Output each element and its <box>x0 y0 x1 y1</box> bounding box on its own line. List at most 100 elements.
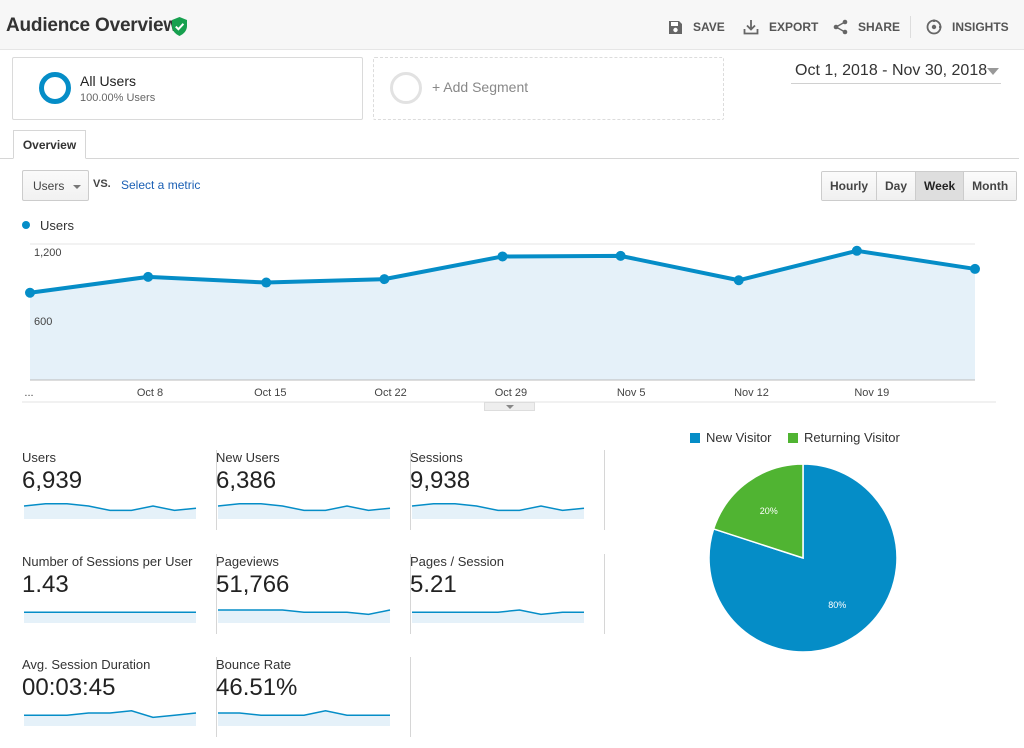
sparkline-line <box>23 503 197 512</box>
visitor-type-pie-chart: 80% 20% <box>708 463 898 653</box>
save-label: SAVE <box>693 20 725 34</box>
users-legend-dot <box>22 221 30 229</box>
sparkline-area <box>412 609 584 623</box>
share-label: SHARE <box>858 20 901 34</box>
scorecard[interactable]: Users 6,939 <box>22 450 217 530</box>
add-segment-label: + Add Segment <box>432 79 529 95</box>
granularity-day[interactable]: Day <box>877 172 917 200</box>
sparkline-area <box>24 710 196 726</box>
scorecard[interactable]: Bounce Rate 46.51% <box>216 657 411 737</box>
sparkline-line <box>411 503 585 512</box>
users-legend-label: Users <box>40 218 74 233</box>
scorecard-label: Pages / Session <box>410 553 504 569</box>
sparkline-area <box>412 503 584 519</box>
save-button[interactable]: SAVE <box>668 17 725 37</box>
sparkline-line <box>217 503 391 512</box>
users-area-fill <box>30 250 975 380</box>
date-range-picker[interactable]: Oct 1, 2018 - Nov 30, 2018 <box>791 60 1001 84</box>
add-segment-button[interactable]: + Add Segment <box>373 57 724 120</box>
scorecard[interactable]: Sessions 9,938 <box>410 450 605 530</box>
scorecard-value: 46.51% <box>216 674 298 701</box>
verified-shield-icon <box>172 17 187 36</box>
sparkline-line <box>218 710 390 716</box>
scorecard-label: Users <box>22 450 56 465</box>
x-tick-label: ... <box>24 387 33 399</box>
scorecard[interactable]: Number of Sessions per User 1.43 <box>22 553 217 634</box>
users-point-4[interactable] <box>497 251 508 262</box>
scorecard-label: Number of Sessions per User <box>22 553 193 569</box>
metric-dropdown[interactable]: Users <box>22 170 89 201</box>
export-button[interactable]: EXPORT <box>743 17 818 37</box>
empty-segment-ring-icon <box>390 72 422 104</box>
sparkline-area <box>218 503 390 519</box>
page-title: Audience Overview <box>6 15 178 36</box>
users-point-6[interactable] <box>733 275 744 286</box>
pie-slice-label: 80% <box>828 600 846 610</box>
scorecard-sparkline <box>217 503 391 519</box>
sparkline-area <box>24 503 196 519</box>
users-point-2[interactable] <box>261 277 272 288</box>
scorecard-label: Bounce Rate <box>216 657 292 672</box>
x-tick-label: Oct 8 <box>137 387 163 399</box>
sparkline-area <box>218 710 390 726</box>
scorecard-label: Sessions <box>410 450 463 465</box>
date-range-text: Oct 1, 2018 - Nov 30, 2018 <box>795 62 988 79</box>
users-point-7[interactable] <box>851 245 862 256</box>
users-point-5[interactable] <box>615 250 626 261</box>
scorecard-value: 6,386 <box>216 467 277 494</box>
granularity-month[interactable]: Month <box>964 172 1017 200</box>
scorecard[interactable]: Pageviews 51,766 <box>216 553 411 634</box>
users-point-0[interactable] <box>25 287 35 298</box>
scorecard-value: 00:03:45 <box>22 674 116 701</box>
new-visitor-swatch <box>690 432 700 443</box>
scorecard-sparkline <box>24 710 197 726</box>
sparkline-line <box>218 608 391 615</box>
pie-legend-returning-visitor: Returning Visitor <box>788 430 900 445</box>
x-tick-label: Nov 5 <box>617 387 646 399</box>
insights-label: INSIGHTS <box>952 20 1009 34</box>
granularity-week[interactable]: Week <box>916 172 965 200</box>
pie-slice-1[interactable] <box>712 463 804 560</box>
scorecard[interactable]: Pages / Session 5.21 <box>410 553 605 634</box>
share-button[interactable]: SHARE <box>833 17 900 37</box>
tab-bar-divider <box>0 158 1019 159</box>
sparkline-line <box>412 608 584 615</box>
metric-dropdown-value: Users <box>33 179 65 193</box>
segment-percentage: 100.00% Users <box>80 92 156 104</box>
x-tick-label: Oct 29 <box>495 387 527 399</box>
scorecard-value: 51,766 <box>216 570 290 598</box>
scorecard[interactable]: Avg. Session Duration 00:03:45 <box>22 657 217 737</box>
scorecard-label: New Users <box>216 450 280 465</box>
header-divider <box>910 16 911 38</box>
users-point-3[interactable] <box>379 274 390 285</box>
granularity-hourly[interactable]: Hourly <box>822 172 878 200</box>
export-label: EXPORT <box>769 20 819 34</box>
chart-expand-handle[interactable] <box>484 402 535 411</box>
scorecard-sparkline <box>24 610 196 623</box>
floppy-disk-icon <box>669 20 682 34</box>
new-visitor-label: New Visitor <box>706 430 772 445</box>
users-point-8[interactable] <box>970 263 980 274</box>
scorecard-value: 1.43 <box>22 570 69 598</box>
granularity-toggle: Hourly Day Week Month <box>821 171 1018 201</box>
y-tick-label: 600 <box>34 316 52 328</box>
users-line-chart: 1,200 600... Oct 8 Oct 15 Oct 22 Oct 29 Nov 5 N… <box>22 243 996 403</box>
share-icon <box>833 19 848 35</box>
insights-button[interactable]: INSIGHTS <box>926 17 1009 37</box>
select-metric-link[interactable]: Select a metric <box>121 178 201 192</box>
scorecard-value: 5.21 <box>410 570 457 598</box>
scorecard[interactable]: New Users 6,386 <box>216 450 411 530</box>
scorecard-sparkline <box>218 608 391 623</box>
x-tick-label: Nov 19 <box>854 387 889 399</box>
tab-overview[interactable]: Overview <box>13 130 86 159</box>
segment-ring-icon <box>39 72 71 104</box>
users-point-1[interactable] <box>143 271 154 282</box>
segment-name: All Users <box>80 73 137 89</box>
chevron-down-icon <box>987 68 999 75</box>
sparkline-area <box>24 611 196 623</box>
insights-icon <box>926 19 942 35</box>
x-tick-label: Oct 22 <box>374 387 406 399</box>
segment-all-users[interactable]: All Users 100.00% Users <box>12 57 363 120</box>
scorecard-value: 6,939 <box>22 467 83 494</box>
vs-label: VS. <box>93 178 111 190</box>
